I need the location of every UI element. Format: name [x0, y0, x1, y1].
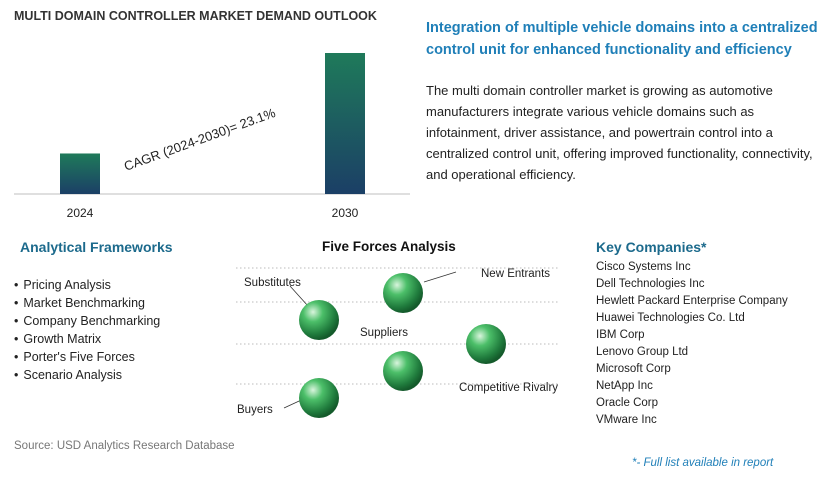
company-item: Dell Technologies Inc	[596, 278, 705, 290]
description: The multi domain controller market is gr…	[426, 83, 813, 182]
chart-title: MULTI DOMAIN CONTROLLER MARKET DEMAND OU…	[14, 9, 377, 23]
sphere-suppliers	[383, 351, 423, 391]
x-tick-label: 2024	[67, 206, 94, 220]
framework-item: Market Benchmarking	[14, 294, 160, 312]
connector-new-entrants	[423, 271, 457, 283]
connector-substitutes	[289, 285, 309, 307]
companies-list: Cisco Systems Inc Dell Technologies Inc …	[596, 259, 788, 429]
company-item: Oracle Corp	[596, 397, 658, 409]
company-item: NetApp Inc	[596, 380, 653, 392]
cagr-annotation: CAGR (2024-2030)= 23.1%	[122, 105, 278, 174]
company-item: Hewlett Packard Enterprise Company	[596, 295, 788, 307]
bar-2024	[60, 153, 100, 194]
sphere-new-entrants	[383, 273, 423, 313]
framework-item: Company Benchmarking	[14, 312, 160, 330]
framework-item: Growth Matrix	[14, 330, 160, 348]
company-item: IBM Corp	[596, 329, 645, 341]
label-competitive-rivalry: Competitive Rivalry	[459, 382, 558, 394]
sphere-competitive-rivalry	[466, 324, 506, 364]
frameworks-list: Pricing Analysis Market Benchmarking Com…	[14, 276, 160, 384]
label-suppliers: Suppliers	[360, 327, 408, 339]
company-item: Huawei Technologies Co. Ltd	[596, 312, 745, 324]
company-item: Microsoft Corp	[596, 363, 671, 375]
framework-item: Porter's Five Forces	[14, 348, 160, 366]
framework-item: Pricing Analysis	[14, 276, 160, 294]
framework-item: Scenario Analysis	[14, 366, 160, 384]
full-list-footnote: *- Full list available in report	[632, 457, 774, 469]
x-tick-label: 2030	[332, 206, 359, 220]
label-substitutes: Substitutes	[244, 277, 301, 289]
label-buyers: Buyers	[237, 404, 273, 416]
five-forces-title: Five Forces Analysis	[322, 239, 456, 254]
source-note: Source: USD Analytics Research Database	[14, 440, 235, 452]
company-item: Cisco Systems Inc	[596, 261, 691, 273]
companies-title: Key Companies*	[596, 239, 707, 255]
headline: Integration of multiple vehicle domains …	[426, 20, 818, 58]
five-forces-diagram: Substitutes New Entrants Suppliers Compe…	[236, 267, 560, 418]
label-new-entrants: New Entrants	[481, 268, 550, 280]
bar-2030	[325, 53, 365, 194]
company-item: Lenovo Group Ltd	[596, 346, 689, 358]
frameworks-title: Analytical Frameworks	[20, 239, 173, 255]
sphere-buyers	[299, 378, 339, 418]
sphere-substitutes	[299, 300, 339, 340]
company-item: VMware Inc	[596, 414, 657, 426]
bar-chart: 2024 2030 CAGR (2024-2030)= 23.1%	[14, 53, 410, 220]
